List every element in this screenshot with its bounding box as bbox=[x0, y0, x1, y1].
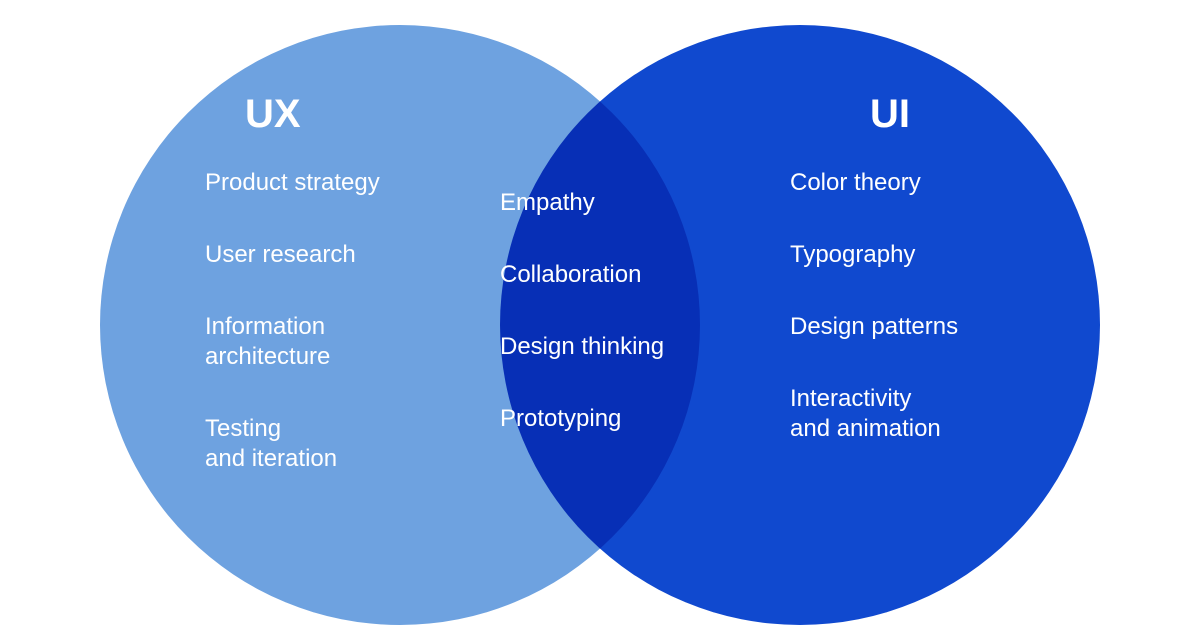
venn-right-item: Color theory bbox=[790, 168, 921, 198]
venn-left-item: Testing and iteration bbox=[205, 414, 337, 474]
venn-overlap-item: Empathy bbox=[500, 188, 595, 218]
venn-overlap-item: Prototyping bbox=[500, 404, 621, 434]
venn-overlap-item: Design thinking bbox=[500, 332, 664, 362]
venn-right-item: Interactivity and animation bbox=[790, 384, 941, 444]
venn-overlap-item: Collaboration bbox=[500, 260, 641, 290]
venn-right-item: Design patterns bbox=[790, 312, 958, 342]
venn-left-item: Product strategy bbox=[205, 168, 380, 198]
venn-left-item: User research bbox=[205, 240, 356, 270]
venn-diagram: UX UI Product strategy User research Inf… bbox=[0, 0, 1200, 628]
venn-left-item: Information architecture bbox=[205, 312, 330, 372]
venn-right-item: Typography bbox=[790, 240, 915, 270]
venn-right-title: UI bbox=[870, 92, 910, 137]
venn-left-title: UX bbox=[245, 92, 301, 137]
